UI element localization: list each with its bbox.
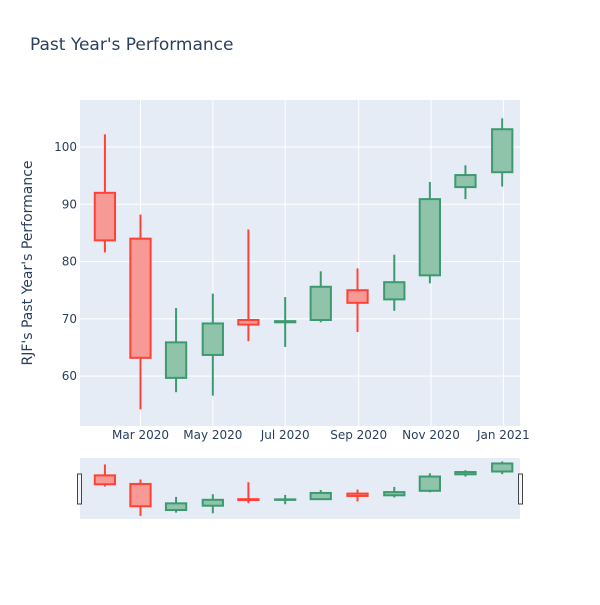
y-tick-label: 80 bbox=[62, 255, 77, 269]
y-tick-label: 100 bbox=[54, 140, 77, 154]
x-tick-label: Jul 2020 bbox=[260, 428, 310, 442]
candle bbox=[346, 268, 369, 333]
candle bbox=[418, 181, 442, 284]
mini-candle-body bbox=[93, 474, 117, 486]
mini-candle bbox=[491, 461, 514, 475]
candle bbox=[93, 134, 117, 253]
mini-candle bbox=[237, 482, 260, 504]
mini-candle-body bbox=[237, 498, 260, 502]
x-tick-label: Nov 2020 bbox=[402, 428, 460, 442]
candle-body bbox=[491, 128, 514, 174]
mini-candle-body bbox=[383, 491, 406, 497]
candle-body bbox=[309, 285, 332, 322]
candle bbox=[237, 229, 260, 342]
range-slider-right-handle[interactable] bbox=[518, 473, 523, 505]
range-slider[interactable] bbox=[80, 458, 520, 519]
x-tick-label: Mar 2020 bbox=[112, 428, 169, 442]
mini-candle bbox=[418, 473, 442, 493]
y-axis-title: RJF's Past Year's Performance bbox=[20, 160, 36, 365]
mini-candle-body bbox=[274, 498, 297, 501]
candle bbox=[491, 118, 514, 187]
mini-candle-body bbox=[346, 492, 369, 497]
x-tick-label: Sep 2020 bbox=[330, 428, 387, 442]
candle-body bbox=[201, 322, 224, 356]
mini-candle-body bbox=[129, 482, 152, 508]
candle-body bbox=[383, 281, 406, 301]
mini-candle bbox=[201, 494, 224, 514]
mini-candle-body bbox=[454, 471, 477, 476]
candle bbox=[309, 271, 332, 323]
chart-title: Past Year's Performance bbox=[30, 35, 234, 55]
mini-candle bbox=[93, 464, 117, 487]
y-tick-label: 60 bbox=[62, 369, 77, 383]
mini-candle bbox=[309, 490, 332, 501]
plot-area[interactable] bbox=[80, 100, 520, 426]
x-axis-ticks: Mar 2020 May 2020 Jul 2020 Sep 2020 Nov 2020… bbox=[112, 428, 530, 442]
candle-body bbox=[164, 341, 188, 379]
candle-body bbox=[93, 191, 117, 242]
y-tick-label: 90 bbox=[62, 197, 77, 211]
range-slider-candles bbox=[93, 461, 514, 516]
candle-body bbox=[454, 174, 477, 189]
candle-body bbox=[418, 198, 442, 277]
mini-candle-body bbox=[201, 498, 224, 507]
mini-candle bbox=[454, 470, 477, 477]
candle bbox=[383, 254, 406, 311]
mini-candle-body bbox=[164, 502, 188, 511]
range-slider-left-handle[interactable] bbox=[77, 473, 82, 505]
y-axis-ticks: 60 70 80 90 100 bbox=[54, 140, 77, 383]
candles bbox=[93, 118, 514, 410]
x-tick-label: Jan 2021 bbox=[476, 428, 530, 442]
candle bbox=[454, 165, 477, 200]
candle bbox=[164, 307, 188, 393]
mini-candle bbox=[274, 494, 297, 505]
candle bbox=[129, 214, 152, 410]
mini-candle bbox=[383, 486, 406, 498]
candle bbox=[201, 293, 224, 396]
candle bbox=[274, 297, 297, 347]
x-tick-label: May 2020 bbox=[183, 428, 242, 442]
candle-body bbox=[346, 289, 369, 304]
candle-body bbox=[237, 319, 260, 326]
mini-candle-body bbox=[309, 491, 332, 501]
mini-candle-body bbox=[491, 462, 514, 473]
candle-body bbox=[129, 237, 152, 359]
candle-body bbox=[274, 320, 297, 324]
mini-candle bbox=[129, 479, 152, 516]
y-tick-label: 70 bbox=[62, 312, 77, 326]
mini-candle-body bbox=[418, 475, 442, 492]
mini-candle bbox=[346, 489, 369, 502]
mini-candle bbox=[164, 496, 188, 513]
